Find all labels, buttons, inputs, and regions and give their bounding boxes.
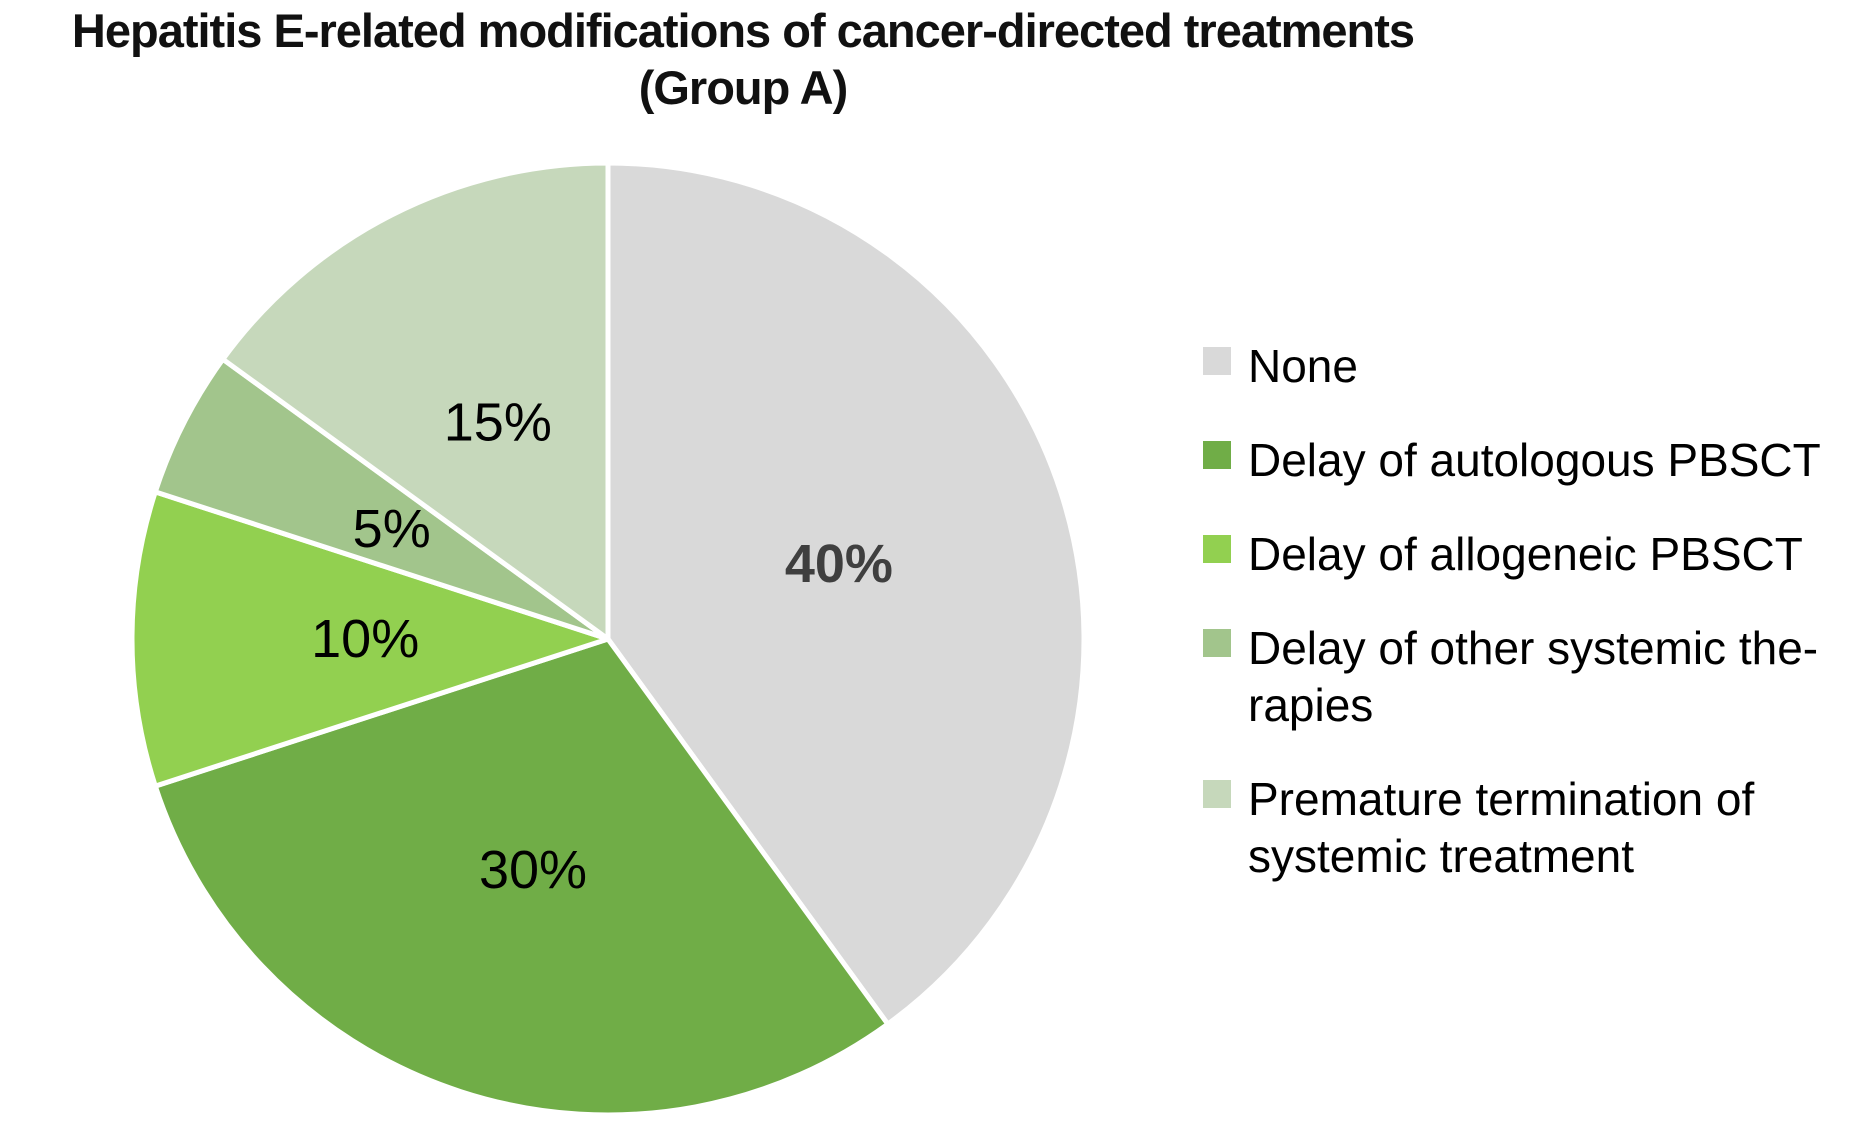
chart-title-line1: Hepatitis E-related modifications of can… [71, 4, 1415, 57]
legend-item-delay-of-allogeneic-pbsct: Delay of allogeneic PBSCT [1203, 526, 1853, 583]
data-label-premature-termination-of-systemic-treatment: 15% [444, 393, 552, 453]
chart-title: Hepatitis E-related modifications of can… [0, 2, 1486, 116]
legend-swatch-delay-of-allogeneic-pbsct [1203, 535, 1231, 563]
pie-slice-delay-of-allogeneic-pbsct [129, 489, 611, 789]
legend-item-none: None [1203, 338, 1853, 395]
pie-slice-none [605, 160, 1087, 1027]
chart-title-line2: (Group A) [638, 61, 849, 114]
legend-label-delay-of-allogeneic-pbsct: Delay of allogeneic PBSCT [1248, 528, 1803, 580]
legend-label-premature-termination-of-systemic-treatment: Premature termination of systemic treatm… [1248, 773, 1755, 882]
legend-swatch-delay-of-other-systemic-therapies [1203, 629, 1231, 657]
data-label-delay-of-autologous-pbsct: 30% [479, 840, 587, 900]
pie-slice-delay-of-autologous-pbsct [152, 636, 891, 1118]
legend-item-delay-of-autologous-pbsct: Delay of autologous PBSCT [1203, 432, 1853, 489]
legend-label-delay-of-autologous-pbsct: Delay of autologous PBSCT [1248, 434, 1821, 486]
pie-slice-premature-termination-of-systemic-treatment [220, 160, 611, 642]
legend-item-premature-termination-of-systemic-treatment: Premature termination of systemic treatm… [1203, 771, 1853, 885]
legend-label-none: None [1248, 340, 1358, 392]
legend-swatch-delay-of-autologous-pbsct [1203, 441, 1231, 469]
legend-swatch-premature-termination-of-systemic-treatment [1203, 780, 1231, 808]
data-label-delay-of-allogeneic-pbsct: 10% [311, 609, 419, 669]
pie-slice-delay-of-other-systemic-therapies [152, 356, 611, 642]
legend-swatch-none [1203, 347, 1231, 375]
legend-item-delay-of-other-systemic-therapies: Delay of other systemic the- rapies [1203, 620, 1853, 734]
legend: None Delay of autologous PBSCT Delay of al… [1203, 338, 1853, 922]
data-label-none: 40% [785, 534, 893, 594]
data-label-delay-of-other-systemic-therapies: 5% [353, 499, 431, 559]
legend-label-delay-of-other-systemic-therapies: Delay of other systemic the- rapies [1248, 622, 1819, 731]
